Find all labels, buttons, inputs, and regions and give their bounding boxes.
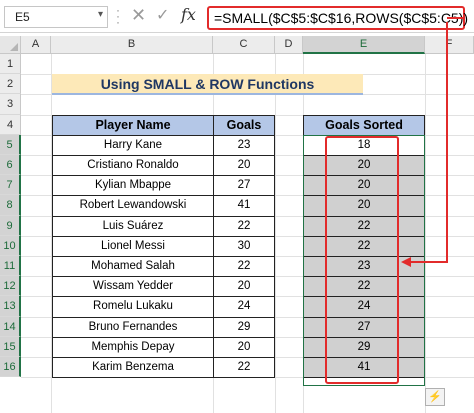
name-box[interactable]: E5 ▾ — [4, 6, 108, 28]
goals-sorted-cell[interactable]: 20 — [303, 175, 425, 197]
goals-cell[interactable]: 41 — [213, 195, 275, 217]
player-name-cell[interactable]: Cristiano Ronaldo — [52, 155, 214, 177]
player-name-cell[interactable]: Romelu Lukaku — [52, 296, 214, 318]
goals-cell[interactable]: 20 — [213, 155, 275, 177]
goals-cell[interactable]: 27 — [213, 175, 275, 197]
sheet-title: Using SMALL & ROW Functions — [52, 74, 363, 95]
formula-input[interactable]: =SMALL($C$5:$C$16,ROWS($C$5:C5)) — [207, 6, 469, 30]
goals-cell[interactable]: 30 — [213, 235, 275, 257]
row-header-9[interactable]: 9 — [0, 215, 21, 236]
column-header-f[interactable]: F — [425, 36, 474, 54]
column-header-d[interactable]: D — [275, 36, 303, 54]
column-header-a[interactable]: A — [21, 36, 51, 54]
formula-bar: E5 ▾ · · · ✕ ✓ fx =SMALL($C$5:$C$16,ROWS($… — [0, 0, 474, 33]
player-name-cell[interactable]: Kylian Mbappe — [52, 175, 214, 197]
goals-sorted-cell[interactable]: 20 — [303, 195, 425, 217]
insert-function-button[interactable]: fx — [181, 5, 196, 24]
goals-header[interactable]: Goals — [213, 114, 275, 136]
goals-sorted-cell[interactable]: 27 — [303, 316, 425, 338]
row-header-12[interactable]: 12 — [0, 276, 21, 297]
player-name-cell[interactable]: Karim Benzema — [52, 357, 214, 379]
row-header-5[interactable]: 5 — [0, 134, 21, 155]
goals-sorted-cell[interactable]: 24 — [303, 296, 425, 318]
player-name-cell[interactable]: Harry Kane — [52, 134, 214, 156]
goals-cell[interactable]: 23 — [213, 134, 275, 156]
goals-sorted-cell[interactable]: 22 — [303, 235, 425, 257]
goals-cell[interactable]: 22 — [213, 256, 275, 278]
goals-cell[interactable]: 20 — [213, 276, 275, 298]
name-box-value: E5 — [15, 10, 30, 24]
row-header-1[interactable]: 1 — [0, 54, 21, 75]
goals-sorted-cell[interactable]: 29 — [303, 336, 425, 358]
goals-sorted-cell[interactable]: 41 — [303, 357, 425, 379]
enter-icon[interactable]: ✓ — [156, 7, 170, 24]
select-all-icon — [10, 43, 18, 51]
goals-cell[interactable]: 24 — [213, 296, 275, 318]
row-header-4[interactable]: 4 — [0, 114, 21, 135]
column-header-b[interactable]: B — [51, 36, 213, 54]
row-header-8[interactable]: 8 — [0, 195, 21, 216]
row-header-13[interactable]: 13 — [0, 296, 21, 317]
goals-sorted-cell[interactable]: 18 — [303, 134, 425, 156]
column-header-c[interactable]: C — [213, 36, 275, 54]
row-header-6[interactable]: 6 — [0, 155, 21, 176]
player-name-cell[interactable]: Lionel Messi — [52, 235, 214, 257]
player-name-cell[interactable]: Luis Suárez — [52, 215, 214, 237]
row-header-15[interactable]: 15 — [0, 336, 21, 357]
row-header-16[interactable]: 16 — [0, 357, 21, 378]
goals-sorted-cell[interactable]: 20 — [303, 155, 425, 177]
goals-cell[interactable]: 22 — [213, 357, 275, 379]
formula-text: =SMALL($C$5:$C$16,ROWS($C$5:C5)) — [214, 10, 469, 26]
row-header-14[interactable]: 14 — [0, 316, 21, 337]
goals-sorted-header[interactable]: Goals Sorted — [303, 114, 425, 136]
select-all-button[interactable] — [0, 36, 21, 54]
cancel-icon[interactable]: ✕ — [131, 5, 147, 25]
grid-line — [275, 54, 276, 413]
row-header-2[interactable]: 2 — [0, 74, 21, 95]
player-name-cell[interactable]: Bruno Fernandes — [52, 316, 214, 338]
grid-line — [425, 54, 426, 413]
grid-line — [51, 54, 52, 413]
row-header-10[interactable]: 10 — [0, 235, 21, 256]
quick-analysis-icon[interactable]: ⚡ — [425, 388, 445, 406]
goals-sorted-cell[interactable]: 22 — [303, 215, 425, 237]
row-header-7[interactable]: 7 — [0, 175, 21, 196]
player-name-cell[interactable]: Mohamed Salah — [52, 256, 214, 278]
goals-cell[interactable]: 29 — [213, 316, 275, 338]
goals-sorted-cell[interactable]: 22 — [303, 276, 425, 298]
goals-cell[interactable]: 20 — [213, 336, 275, 358]
player-name-cell[interactable]: Wissam Yedder — [52, 276, 214, 298]
column-header-e[interactable]: E — [303, 36, 425, 54]
chevron-down-icon[interactable]: ▾ — [97, 9, 103, 20]
player-name-cell[interactable]: Robert Lewandowski — [52, 195, 214, 217]
goals-cell[interactable]: 22 — [213, 215, 275, 237]
player-name-header[interactable]: Player Name — [52, 114, 214, 136]
drag-handle-icon[interactable]: · · · — [116, 3, 120, 29]
goals-sorted-cell[interactable]: 23 — [303, 256, 425, 278]
player-name-cell[interactable]: Memphis Depay — [52, 336, 214, 358]
row-header-3[interactable]: 3 — [0, 94, 21, 115]
row-header-11[interactable]: 11 — [0, 256, 21, 277]
